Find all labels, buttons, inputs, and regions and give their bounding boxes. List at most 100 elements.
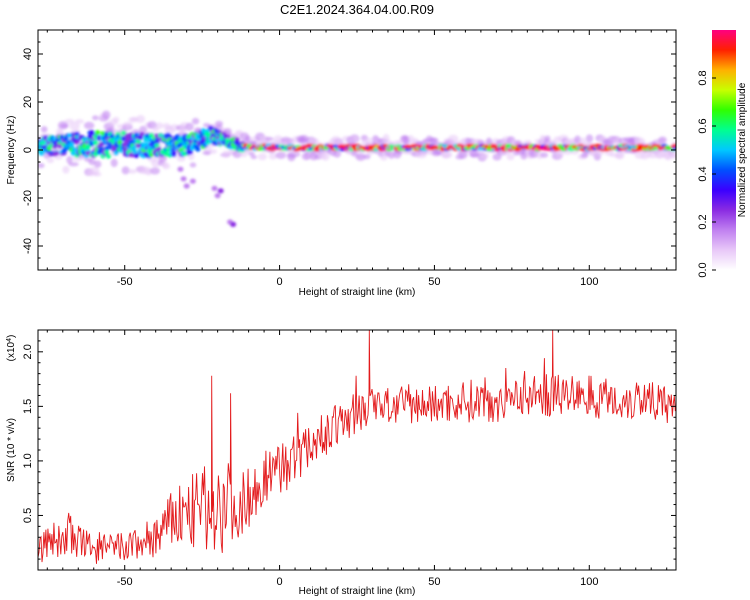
snr-multiplier-exp: 4 <box>6 338 13 342</box>
heatmap-halo-cell <box>151 159 161 168</box>
heatmap-halo-cell <box>585 134 594 143</box>
heatmap-halo-cell <box>348 136 360 143</box>
heatmap-halo-cell <box>485 137 493 146</box>
spectrogram-axes: -50 0 50 100 40 20 0 -20 -40 <box>22 30 676 288</box>
snr-ylabel: SNR (10 * v/v) <box>6 418 17 482</box>
heatmap-cell <box>195 146 201 152</box>
heatmap-halo-cell <box>250 154 258 160</box>
colorbar-ticks: 0.0 0.2 0.4 0.6 0.8 <box>697 70 716 278</box>
heatmap-halo-cell <box>93 172 102 177</box>
heatmap-halo-cell <box>149 167 161 175</box>
heatmap-halo-cell <box>66 155 73 164</box>
heatmap-cell <box>106 153 112 159</box>
heatmap-halo-cell <box>189 162 197 168</box>
heatmap-cell <box>224 134 231 140</box>
x-tick-label: -50 <box>117 576 133 588</box>
heatmap-halo-cell <box>468 150 480 158</box>
heatmap-cell <box>133 132 140 138</box>
x-tick-label: 50 <box>428 576 440 588</box>
heatmap-cell <box>187 149 193 155</box>
heatmap-halo-cell <box>162 163 171 170</box>
heatmap-halo-cell <box>481 152 489 159</box>
heatmap-halo-cell <box>669 151 676 159</box>
heatmap-cell <box>171 151 177 157</box>
colorbar-label: Normalized spectral amplitude <box>737 82 748 217</box>
heatmap-halo-cell <box>191 117 200 125</box>
colorbar-tick-label: 0.0 <box>697 262 709 277</box>
heatmap-halo-cell <box>365 137 373 142</box>
heatmap-halo-cell <box>658 136 667 144</box>
x-tick-label: 0 <box>277 276 283 288</box>
heatmap-halo-cell <box>46 157 55 164</box>
heatmap-tail-cell <box>177 166 184 172</box>
heatmap-halo-cell <box>208 149 218 154</box>
chart-title: C2E1.2024.364.04.00.R09 <box>280 2 434 17</box>
heatmap-halo-cell <box>121 166 130 175</box>
heatmap-halo-cell <box>232 150 242 158</box>
y-tick-label: 20 <box>22 96 34 108</box>
heatmap-tail-cell <box>211 185 218 191</box>
heatmap-tail-cell <box>180 176 187 182</box>
colorbar: 0.0 0.2 0.4 0.6 0.8 Normalized spectral ampl… <box>697 30 748 278</box>
heatmap-halo-cell <box>248 151 255 156</box>
x-tick-label: 100 <box>580 576 598 588</box>
y-tick-label: 2.0 <box>22 344 34 359</box>
heatmap-halo-cell <box>102 110 111 120</box>
colorbar-tick-label: 0.6 <box>697 118 709 133</box>
heatmap-halo-cell <box>94 160 102 168</box>
heatmap-halo-cell <box>544 135 551 142</box>
heatmap-halo-cell <box>333 149 342 158</box>
heatmap-halo-cell <box>64 118 75 125</box>
snr-multiplier-base: (x10 <box>6 341 17 361</box>
heatmap-tail-cell <box>183 183 190 189</box>
heatmap-halo-cell <box>179 125 187 133</box>
heatmap-halo-cell <box>506 153 515 161</box>
x-tick-label: 50 <box>428 276 440 288</box>
heatmap-tail-cell <box>217 188 224 194</box>
heatmap-halo-cell <box>257 153 268 161</box>
heatmap-halo-cell <box>155 122 163 130</box>
heatmap-cell <box>39 151 45 156</box>
heatmap-halo-cell <box>112 116 120 123</box>
heatmap-cell <box>98 146 104 152</box>
heatmap-halo-cell <box>355 153 366 161</box>
heatmap-halo-cell <box>321 151 330 161</box>
colorbar-bar <box>712 30 736 270</box>
heatmap-halo-cell <box>297 137 307 144</box>
snr-multiplier-close: ) <box>6 335 17 338</box>
heatmap-cell <box>72 147 78 152</box>
heatmap-cell <box>53 150 60 156</box>
y-tick-label: -20 <box>22 190 34 206</box>
heatmap-tail-cell <box>189 178 196 184</box>
colorbar-tick-label: 0.4 <box>697 166 709 181</box>
colorbar-tick-label: 0.2 <box>697 214 709 229</box>
heatmap-cell <box>133 153 140 159</box>
heatmap-halo-cell <box>264 136 274 142</box>
heatmap-halo-cell <box>416 152 427 159</box>
snr-line <box>38 330 676 564</box>
heatmap-halo-cell <box>62 165 70 174</box>
x-tick-label: 100 <box>580 276 598 288</box>
heatmap-halo-cell <box>110 158 118 168</box>
heatmap-halo-cell <box>141 166 152 175</box>
heatmap-halo-cell <box>185 122 194 131</box>
snr-axes: -50 0 50 100 0.5 1.0 1.5 2.0 <box>22 330 676 588</box>
heatmap-halo-cell <box>458 150 468 159</box>
heatmap-cell <box>148 133 154 138</box>
snr-multiplier: (x104) <box>6 335 18 362</box>
heatmap-halo-cell <box>176 155 186 162</box>
heatmap-halo-cell <box>239 151 248 158</box>
heatmap-halo-cell <box>361 139 369 148</box>
heatmap-cell <box>94 130 101 135</box>
x-tick-label: -50 <box>117 276 133 288</box>
heatmap-cell <box>104 149 110 155</box>
heatmap-cell <box>89 129 95 135</box>
heatmap-halo-cell <box>40 126 48 133</box>
heatmap-halo-cell <box>562 150 573 155</box>
heatmap-cell <box>568 147 575 152</box>
snr-xlabel: Height of straight line (km) <box>299 586 416 597</box>
spectrogram-heatmap <box>38 110 676 227</box>
heatmap-halo-cell <box>127 169 137 174</box>
snr-plot-area <box>38 330 676 570</box>
